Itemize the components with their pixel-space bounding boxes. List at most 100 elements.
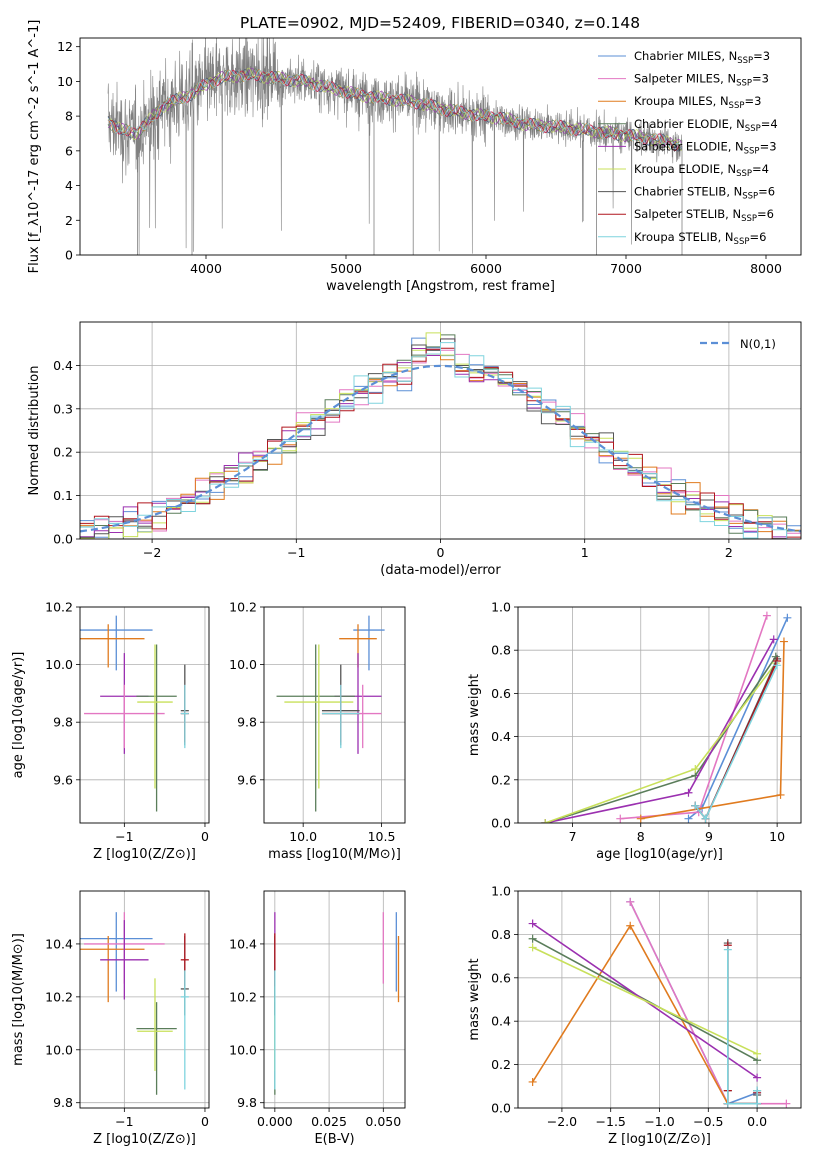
x-tick-label: 5000 — [330, 261, 362, 276]
y-tick-label: 0.2 — [53, 445, 73, 460]
x-tick-label: −1.5 — [596, 1114, 626, 1129]
plot-area — [528, 897, 791, 1108]
y-tick-label: 10.4 — [45, 936, 73, 951]
figure-title: PLATE=0902, MJD=52409, FIBERID=0340, z=0… — [240, 14, 640, 32]
age-vs-mass-panel: 10.0 10.5 9.6 9.8 10.0 10.2 mass [log10(M/M⊙)] — [229, 600, 406, 862]
salpeter_elodie-marker — [528, 919, 537, 928]
axes-frame — [517, 606, 802, 824]
y-tick-label: 0.0 — [491, 816, 511, 831]
axes-frame — [517, 890, 802, 1109]
legend-label: Kroupa MILES, NSSP=3 — [634, 94, 761, 111]
y-tick-label: 10.4 — [229, 936, 257, 951]
plot-area — [80, 615, 189, 812]
x-tick-label: 8000 — [750, 261, 782, 276]
x-tick-label: 0.050 — [365, 1114, 401, 1129]
y-tick-label: 0.4 — [491, 1014, 511, 1029]
legend-label: Chabrier MILES, NSSP=3 — [634, 49, 770, 66]
x-tick-label: −2 — [143, 545, 161, 560]
y-tick-label: 0.2 — [491, 772, 511, 787]
kroupa_miles-mass-weight-line — [531, 924, 758, 1105]
y-axis-label: Normed distribution — [27, 366, 42, 496]
y-tick-label: 10.2 — [45, 989, 73, 1004]
x-tick-label: 0.0 — [747, 1114, 767, 1129]
y-tick-label: 9.8 — [237, 1095, 257, 1110]
kroupa_stelib-residual-histogram — [80, 342, 801, 539]
y-tick-label: 1.0 — [491, 600, 511, 615]
y-tick-label: 8 — [65, 109, 73, 124]
x-axis-label: wavelength [Angstrom, rest frame] — [326, 279, 555, 294]
y-tick-label: 0.1 — [53, 488, 73, 503]
y-tick-label: 10.2 — [229, 600, 257, 615]
chabrier_miles-marker — [783, 613, 792, 622]
x-axis-label: age [log10(age/yr)] — [596, 847, 723, 862]
x-axis-label: Z [log10(Z/Z⊙)] — [93, 1132, 196, 1147]
age-vs-Z-panel: −1 0 9.6 9.8 10.0 10.2 Z [log10(Z/Z⊙)] age [log… — [11, 600, 210, 862]
y-tick-label: 10.0 — [229, 657, 257, 672]
kroupa_elodie-marker — [753, 1049, 762, 1058]
x-tick-label: 10.5 — [368, 829, 396, 844]
kroupa_miles-residual-histogram — [80, 353, 801, 533]
y-tick-label: 0.8 — [491, 927, 511, 942]
axes-frame — [79, 606, 210, 824]
chabrier_miles-marker — [684, 814, 693, 823]
plot-area — [80, 332, 801, 539]
kroupa_miles-marker — [636, 814, 645, 823]
chabrier_elodie-model-spectrum — [107, 68, 682, 149]
mass-weight-vs-age-panel: 7 8 9 10 0.0 0.2 0.4 0.6 0.8 1.0 age [log10(age/yr… — [467, 600, 802, 862]
legend-label: Kroupa ELODIE, NSSP=4 — [634, 162, 769, 179]
salpeter_elodie-marker — [753, 1073, 762, 1082]
y-tick-label: 12 — [57, 39, 73, 54]
salpeter_miles-marker — [616, 814, 625, 823]
axes-frame — [79, 890, 210, 1109]
kroupa_stelib-marker — [753, 1099, 762, 1108]
chabrier_stelib-mass-weight-line — [726, 943, 758, 1105]
x-tick-label: 0 — [437, 545, 445, 560]
kroupa_stelib-model-spectrum — [108, 69, 682, 151]
kroupa_elodie-marker — [528, 943, 537, 952]
kroupa_miles-marker — [779, 637, 788, 646]
y-tick-label: 0.4 — [53, 358, 73, 373]
kroupa_miles-marker — [776, 790, 785, 799]
x-tick-label: 7000 — [610, 261, 642, 276]
x-tick-label: −0.5 — [693, 1114, 723, 1129]
gaussian-reference-line — [80, 364, 801, 533]
plot-area — [274, 912, 400, 1095]
kroupa_stelib-mass-weight-line — [726, 949, 758, 1105]
chabrier_stelib-model-spectrum — [107, 68, 682, 152]
x-tick-label: 1 — [581, 545, 589, 560]
kroupa_stelib-marker — [701, 814, 710, 823]
data-spectrum-line — [107, 38, 683, 255]
y-tick-label: 4 — [65, 178, 73, 193]
y-tick-label: 0.4 — [491, 729, 511, 744]
y-tick-label: 0.2 — [491, 1057, 511, 1072]
legend-label: Salpeter STELIB, NSSP=6 — [634, 207, 774, 224]
mass-vs-ebv-panel: 0.000 0.025 0.050 9.8 10.0 10.4 10.2 E(B-V) — [229, 890, 406, 1147]
legend-label: Kroupa STELIB, NSSP=6 — [634, 230, 766, 247]
y-tick-label: 0.0 — [491, 1101, 511, 1116]
x-tick-label: −1 — [115, 1114, 133, 1129]
mass-vs-Z-panel: −1 0 9.8 10.0 10.2 10.4 Z [log10(Z/Z⊙)] mass [l… — [11, 890, 210, 1147]
y-axis-label: mass [log10(M/M⊙)] — [11, 933, 26, 1066]
x-tick-label: 10 — [769, 829, 785, 844]
axes-frame — [263, 890, 406, 1109]
kroupa_elodie-mass-weight-line — [532, 946, 758, 1055]
x-tick-label: −1 — [115, 829, 133, 844]
y-tick-label: 9.6 — [237, 772, 257, 787]
axes-frame — [79, 37, 802, 256]
y-tick-label: 10.0 — [229, 1042, 257, 1057]
axes-frame — [263, 606, 406, 824]
y-tick-label: 10.0 — [45, 657, 73, 672]
legend-label: Salpeter ELODIE, NSSP=3 — [634, 139, 777, 156]
y-tick-label: 0.6 — [491, 686, 511, 701]
x-tick-label: 4000 — [190, 261, 222, 276]
x-tick-label: −1 — [287, 545, 305, 560]
y-tick-label: 9.8 — [53, 715, 73, 730]
y-tick-label: 0.0 — [53, 532, 73, 547]
x-tick-label: 9 — [705, 829, 713, 844]
salpeter_elodie-mass-weight-line — [545, 639, 775, 823]
y-axis-label: mass weight — [467, 958, 482, 1040]
residual-legend: N(0,1) — [700, 337, 776, 351]
x-tick-label: 2 — [725, 545, 733, 560]
kroupa_stelib-marker — [773, 661, 782, 670]
